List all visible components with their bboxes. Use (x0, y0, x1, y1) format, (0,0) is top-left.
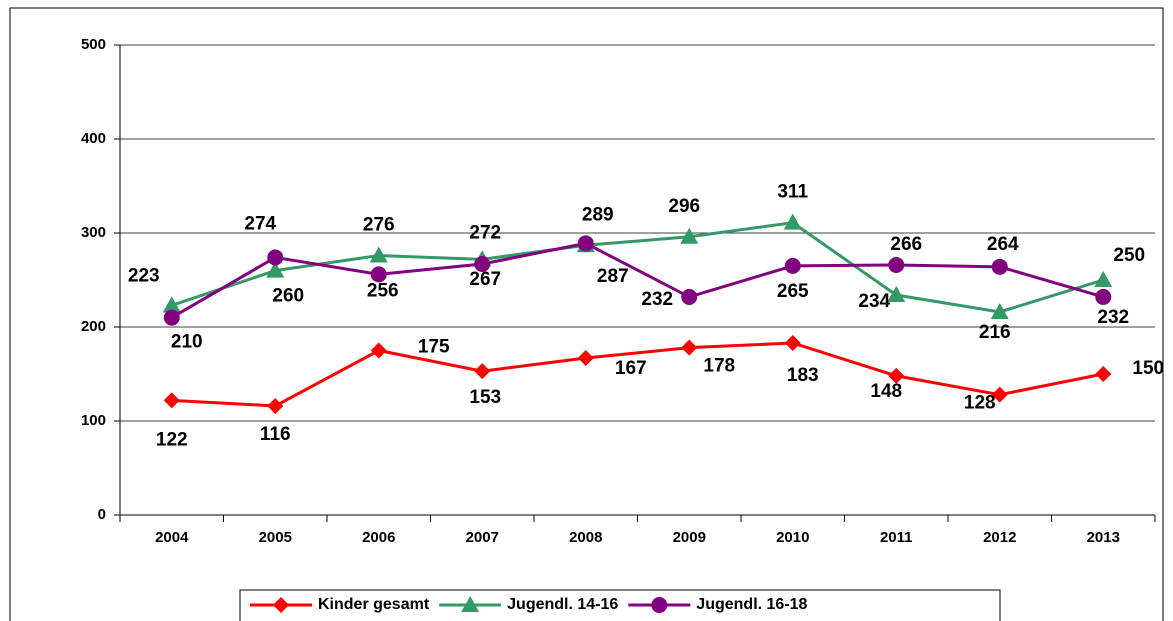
data-point (784, 257, 801, 274)
data-point (474, 256, 491, 273)
legend-marker (651, 597, 668, 613)
data-label: 266 (890, 234, 922, 255)
data-point (1094, 271, 1113, 287)
data-point (991, 386, 1008, 403)
data-label: 175 (418, 337, 450, 358)
data-label: 116 (260, 424, 291, 445)
x-tick-label: 2010 (776, 529, 809, 546)
data-label: 296 (668, 196, 700, 217)
data-point (681, 288, 698, 305)
data-label: 250 (1113, 245, 1145, 266)
legend-label: Jugendl. 14-16 (507, 596, 618, 613)
data-label: 122 (156, 429, 188, 450)
data-label: 274 (244, 213, 276, 234)
data-label: 265 (777, 281, 809, 302)
data-label: 260 (272, 286, 304, 307)
data-label: 167 (615, 358, 647, 379)
x-tick-label: 2012 (983, 529, 1016, 546)
data-label: 264 (987, 234, 1019, 255)
data-point (577, 235, 594, 252)
data-point (162, 296, 181, 313)
y-tick-label: 200 (81, 318, 106, 335)
data-label: 210 (171, 332, 203, 353)
x-tick-label: 2009 (673, 529, 706, 546)
data-point (163, 309, 180, 326)
x-tick-label: 2006 (362, 529, 395, 546)
x-tick-label: 2013 (1087, 529, 1120, 546)
data-point (887, 286, 906, 303)
x-tick-label: 2007 (466, 529, 499, 546)
data-point (680, 227, 699, 244)
data-label: 311 (777, 182, 808, 203)
series-line (170, 241, 1104, 319)
data-point (888, 256, 905, 273)
x-tick-label: 2008 (569, 529, 602, 546)
data-point (266, 261, 285, 278)
data-label: 178 (703, 356, 735, 377)
data-point (990, 302, 1009, 319)
y-tick-label: 500 (81, 36, 106, 53)
x-tick-label: 2004 (155, 529, 189, 546)
y-tick-label: 400 (81, 130, 106, 147)
data-label: 216 (979, 322, 1011, 343)
data-point (1095, 288, 1112, 305)
data-point (474, 363, 491, 380)
data-point (370, 266, 387, 283)
data-label: 232 (1097, 307, 1129, 328)
data-point (1095, 366, 1112, 382)
data-point (888, 367, 905, 384)
data-label: 272 (469, 222, 501, 243)
data-label: 148 (870, 381, 902, 402)
y-tick-label: 100 (81, 412, 106, 429)
data-label: 267 (469, 269, 501, 290)
data-point (784, 334, 801, 351)
data-point (681, 339, 698, 356)
data-label: 256 (367, 280, 399, 301)
data-label: 183 (787, 365, 819, 386)
data-point (370, 342, 387, 359)
data-point (267, 249, 284, 266)
data-point (577, 350, 594, 367)
x-tick-label: 2011 (880, 529, 913, 546)
y-tick-label: 300 (81, 224, 106, 241)
legend-marker (273, 597, 289, 613)
data-point (783, 213, 802, 230)
data-label: 234 (858, 291, 890, 312)
series-line (171, 221, 1104, 314)
series-line (171, 341, 1104, 408)
legend-label: Jugendl. 16-18 (696, 596, 807, 613)
data-label: 128 (964, 393, 996, 414)
x-tick-label: 2005 (259, 529, 292, 546)
legend-label: Kinder gesamt (318, 596, 430, 613)
data-point (369, 246, 388, 263)
legend-box (239, 589, 1001, 621)
data-point (991, 258, 1008, 275)
data-label: 223 (128, 265, 160, 286)
legend-marker (461, 596, 480, 612)
data-point (163, 392, 180, 409)
data-label: 150 (1132, 358, 1164, 379)
y-tick-label: 0 (98, 506, 106, 523)
data-label: 153 (469, 387, 501, 408)
data-label: 276 (363, 215, 395, 236)
data-label: 232 (641, 289, 673, 310)
data-label: 289 (582, 204, 614, 225)
data-label: 287 (597, 266, 629, 287)
data-point (267, 397, 284, 414)
chart-border (9, 7, 1164, 621)
